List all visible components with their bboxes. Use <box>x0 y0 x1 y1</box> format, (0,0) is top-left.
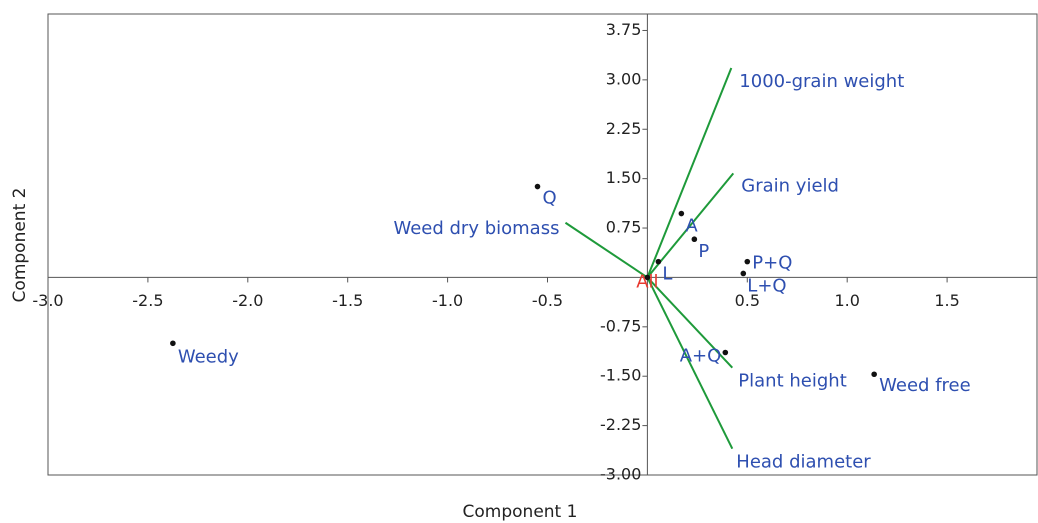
y-tick-label: -3.00 <box>600 465 641 484</box>
vector-label: Grain yield <box>741 175 839 196</box>
loading-vector <box>564 221 648 279</box>
y-tick-label: 2.25 <box>606 119 642 138</box>
point <box>740 270 747 277</box>
point <box>644 274 651 281</box>
point-label: L <box>662 264 672 285</box>
vector-label: 1000-grain weight <box>739 71 904 92</box>
plot-frame <box>47 13 1038 476</box>
y-tick-label: 0.75 <box>606 218 642 237</box>
x-tick-label: -1.5 <box>332 291 363 310</box>
x-tick-label: -1.0 <box>432 291 463 310</box>
point-label: P <box>698 241 709 262</box>
y-tick-label: -2.25 <box>600 415 641 434</box>
x-tick-label: -2.5 <box>132 291 163 310</box>
y-tick-label: -1.50 <box>600 366 641 385</box>
x-tick-label: -0.5 <box>532 291 563 310</box>
vector-label: Head diameter <box>736 452 871 473</box>
vector-label: Plant height <box>738 371 846 392</box>
point <box>722 349 729 356</box>
point-label: All <box>636 271 658 292</box>
point-label: L+Q <box>747 275 786 296</box>
point-label: P+Q <box>752 253 792 274</box>
y-tick-label: 3.00 <box>606 69 642 88</box>
y-tick-label: 3.75 <box>606 20 642 39</box>
y-tick-label: 1.50 <box>606 168 642 187</box>
point <box>691 236 698 243</box>
point <box>170 340 176 347</box>
loading-vector <box>646 67 733 278</box>
x-tick-label: 0.5 <box>735 291 760 310</box>
point <box>534 183 541 190</box>
point-label: Weedy <box>178 346 239 367</box>
y-axis-title: Component 2 <box>10 188 30 303</box>
vector-label: Weed dry biomass <box>393 218 559 239</box>
x-tick-label: -2.0 <box>232 291 263 310</box>
point-label: A+Q <box>680 346 722 367</box>
loading-vector <box>646 172 735 279</box>
point <box>744 258 751 265</box>
x-tick-label: -3.0 <box>32 291 63 310</box>
y-tick-label: -0.75 <box>600 316 641 335</box>
point <box>678 210 685 217</box>
loading-vector <box>646 276 734 450</box>
point <box>655 258 662 265</box>
x-tick-label: 1.5 <box>934 291 959 310</box>
point-label: Q <box>543 188 557 209</box>
point-label: Weed free <box>879 375 971 396</box>
x-axis-title: Component 1 <box>463 502 578 522</box>
loading-vector <box>646 276 734 369</box>
point <box>871 371 877 378</box>
x-tick-label: 1.0 <box>834 291 859 310</box>
point-label: A <box>685 216 698 237</box>
